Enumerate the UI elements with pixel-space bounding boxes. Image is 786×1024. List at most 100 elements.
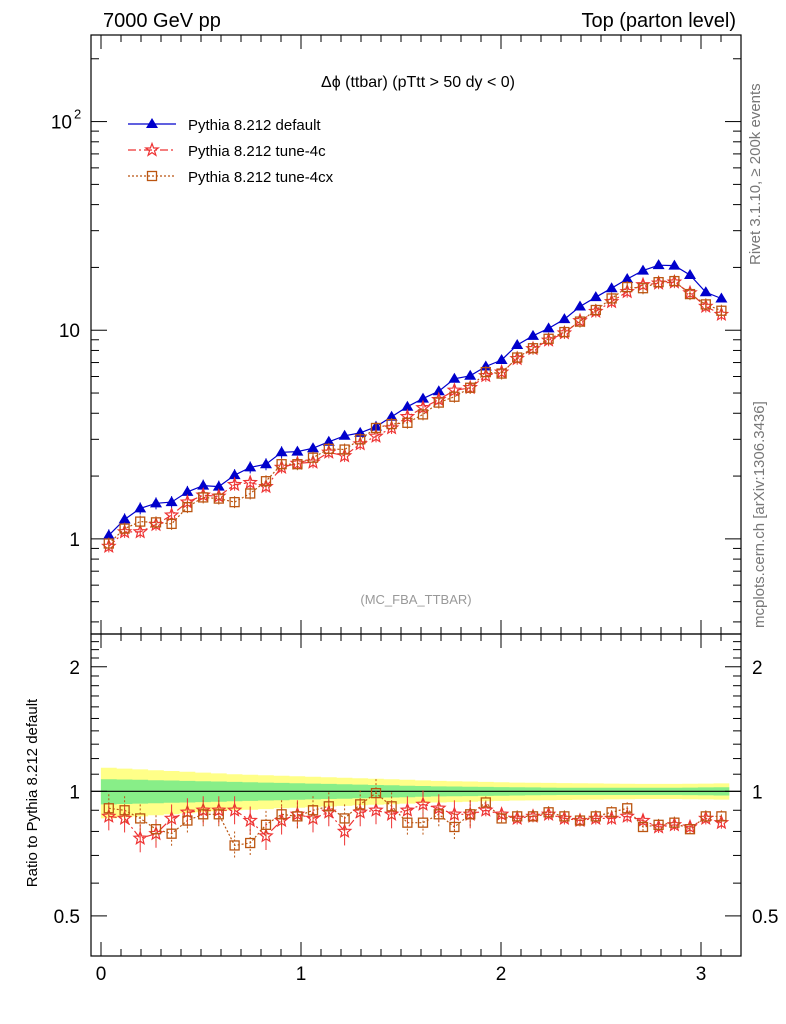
ratio-point-tune-4cx [543, 807, 554, 818]
ratio-point-tune-4cx [182, 815, 193, 826]
ratio-point-tune-4cx [622, 803, 633, 814]
point-default [668, 259, 681, 270]
point-tune-4cx [622, 281, 633, 293]
ratio-point-tune-4cx [559, 811, 570, 822]
point-tune-4cx [307, 452, 319, 463]
legend-label-default: Pythia 8.212 default [188, 117, 321, 134]
ratio-point-tune-4cx [166, 828, 177, 839]
ratio-point-tune-4cx [590, 811, 601, 822]
point-tune-4cx [150, 517, 162, 528]
point-default [244, 461, 257, 472]
ratio-point-tune-4c [336, 823, 353, 839]
y-tick-label-ratio: 2 [69, 658, 80, 679]
point-tune-4cx [292, 459, 303, 470]
point-default [542, 322, 555, 333]
legend-label-tune-4cx: Pythia 8.212 tune-4cx [188, 169, 334, 186]
point-default [684, 268, 696, 279]
point-tune-4cx [574, 316, 586, 327]
chart-title: Δϕ (ttbar) (pTtt > 50 dy < 0) [321, 74, 515, 91]
point-tune-4cx [229, 496, 240, 508]
point-tune-4cx [213, 493, 224, 504]
ratio-point-tune-4cx [213, 809, 224, 820]
ratio-line-0 [108, 803, 722, 839]
ratio-line-1 [108, 792, 722, 847]
ratio-panel: 0.5 0.5 1 1 2 2 [54, 633, 778, 957]
point-default [511, 338, 524, 349]
legend-entry-tune-4c: Pythia 8.212 tune-4c [128, 141, 326, 160]
ratio-point-tune-4cx [637, 821, 649, 833]
ratio-point-tune-4cx [135, 813, 146, 824]
ratio-point-tune-4cx [292, 811, 303, 822]
point-default [417, 392, 429, 403]
ratio-point-tune-4cx [245, 837, 256, 849]
point-tune-4cx [465, 382, 476, 393]
point-tune-4cx [653, 276, 664, 288]
point-tune-4cx [386, 418, 397, 430]
legend-marker-triangle-icon [146, 118, 158, 128]
ratio-point-tune-4cx [480, 797, 491, 808]
y-tick-label-main: 1 [69, 530, 80, 551]
ratio-point-tune-4cx [323, 801, 334, 812]
point-default [558, 313, 571, 324]
ratio-point-tune-4cx [386, 801, 397, 812]
x-tick-label: 0 [96, 964, 107, 985]
point-default [495, 353, 508, 364]
ratio-point-tune-4cx [198, 809, 209, 820]
point-tune-4cx [103, 538, 114, 549]
point-default [197, 479, 210, 490]
point-tune-4cx [449, 391, 460, 402]
ratio-point-tune-4cx [276, 809, 287, 820]
point-default [527, 329, 539, 340]
x-tick-label: 2 [496, 964, 507, 985]
point-tune-4cx [559, 326, 570, 338]
point-tune-4cx [590, 304, 601, 316]
point-default [338, 429, 351, 440]
ratio-point-tune-4c [132, 830, 148, 845]
header-left: 7000 GeV pp [103, 10, 221, 32]
point-tune-4cx [417, 409, 429, 420]
point-tune-4c [132, 523, 148, 539]
point-default [589, 291, 602, 302]
ratio-point-tune-4cx [669, 817, 680, 828]
series-line-0 [108, 264, 722, 536]
ratio-point-tune-4cx [307, 805, 319, 816]
y-tick-label-ratio: 0.5 [54, 907, 80, 928]
point-tune-4c [242, 474, 258, 490]
ratio-point-tune-4cx [119, 805, 130, 816]
point-tune-4cx [543, 333, 554, 344]
x-tick-label: 3 [696, 964, 707, 985]
y-tick-label-exponent: 2 [74, 107, 81, 122]
ratio-point-tune-4cx [260, 819, 272, 830]
ratio-point-tune-4c [478, 802, 494, 817]
ratio-point-tune-4cx [465, 809, 476, 820]
point-default [228, 469, 241, 480]
ratio-point-tune-4c [368, 802, 384, 817]
point-tune-4cx [276, 459, 287, 470]
legend-label-tune-4c: Pythia 8.212 tune-4c [188, 143, 326, 160]
y-tick-label-ratio-right: 1 [752, 782, 763, 803]
point-tune-4cx [402, 417, 413, 428]
point-default [715, 292, 728, 303]
point-default [464, 369, 477, 380]
ratio-point-tune-4cx [653, 819, 664, 830]
ratio-point-tune-4cx [512, 811, 523, 822]
x-tick-label: 1 [296, 964, 307, 985]
ratio-point-tune-4cx [370, 787, 382, 799]
legend-marker-star-icon [144, 141, 160, 157]
ratio-point-tune-4cx [574, 815, 586, 826]
legend: Pythia 8.212 default Pythia 8.212 tune-4… [128, 117, 334, 186]
point-tune-4c [368, 428, 384, 443]
ratio-point-tune-4c [415, 796, 431, 811]
header-right: Top (parton level) [581, 10, 736, 32]
ratio-point-tune-4c [635, 812, 651, 828]
point-default [401, 400, 414, 411]
y-tick-label-ratio-right: 0.5 [752, 907, 778, 928]
point-tune-4cx [496, 368, 507, 379]
point-default [385, 410, 398, 421]
y-tick-label-ratio-right: 2 [752, 658, 763, 679]
point-tune-4cx [527, 343, 539, 354]
point-default [118, 513, 131, 524]
point-default [448, 372, 461, 383]
ratio-point-tune-4cx [716, 811, 727, 822]
point-default [291, 445, 304, 456]
